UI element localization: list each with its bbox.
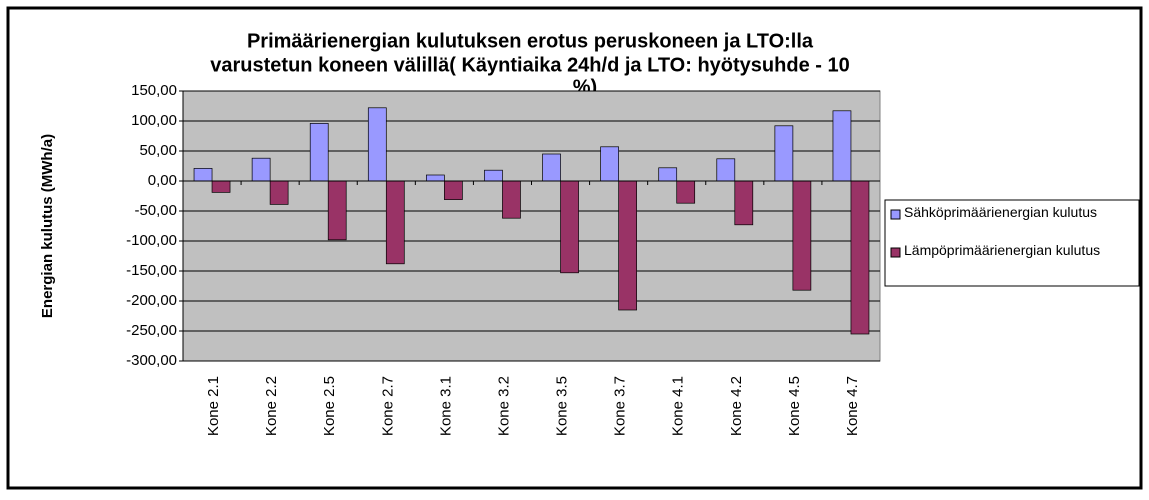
y-tick-label: -200,00 [126,292,177,309]
bar [850,180,870,335]
bar [734,180,754,226]
bar [269,180,289,205]
legend-swatch [890,247,901,258]
legend-text: Lämpöprimäärienergian kulutus [904,244,1101,258]
y-tick-label: 150,00 [131,82,177,99]
chart-title: Primäärienergian kulutuksen erotus perus… [247,30,814,52]
x-tick-label: Kone 2.2 [263,376,280,436]
y-tick-label: -150,00 [126,262,177,279]
y-tick-label: -100,00 [126,232,177,249]
bar [502,180,521,219]
y-tick-label: -300,00 [126,352,177,369]
bar [832,110,852,182]
bar [560,180,579,274]
y-tick-label: 100,00 [131,112,177,129]
bar [716,158,736,182]
bar [618,180,637,311]
legend-label: Lämpöprimäärienergian kulutus [904,244,1101,258]
legend-text: Sähköprimäärienergian kulutus [904,206,1097,220]
bar [385,180,405,265]
bar [484,169,503,182]
y-tick-label: 50,00 [139,142,177,159]
bar [251,157,271,182]
x-tick-label: Kone 2.1 [205,376,222,436]
bar [444,180,463,200]
x-tick-label: Kone 3.1 [437,376,454,436]
bar [193,168,213,182]
bar [367,107,387,182]
bar [676,180,696,204]
y-tick-label: -50,00 [134,202,177,219]
bar [600,146,619,182]
x-tick-label: Kone 3.7 [612,376,629,436]
x-tick-label: Kone 3.5 [554,376,571,436]
bar [309,123,329,182]
x-tick-label: Kone 3.2 [495,376,512,436]
y-tick-label: 0,00 [148,172,177,189]
y-tick-label: -250,00 [126,322,177,339]
bar [658,167,678,182]
x-tick-label: Kone 4.2 [728,376,745,436]
x-tick-label: Kone 4.5 [786,376,803,436]
legend-swatch [890,209,901,220]
y-axis-label: Energian kulutus (MWh/a) [39,134,56,318]
x-tick-label: Kone 2.5 [321,376,338,436]
bar [327,180,347,241]
bar [542,153,561,182]
x-tick-label: Kone 2.7 [379,376,396,436]
legend-label: Sähköprimäärienergian kulutus [904,206,1097,220]
bar [792,180,812,291]
x-tick-label: Kone 4.7 [844,376,861,436]
bar [426,174,445,182]
legend [884,199,1140,287]
chart-title: varustetun koneen välillä( Käyntiaika 24… [210,54,849,76]
plot-area [182,90,881,362]
bar [774,125,794,182]
bar [211,180,231,193]
x-tick-label: Kone 4.1 [670,376,687,436]
